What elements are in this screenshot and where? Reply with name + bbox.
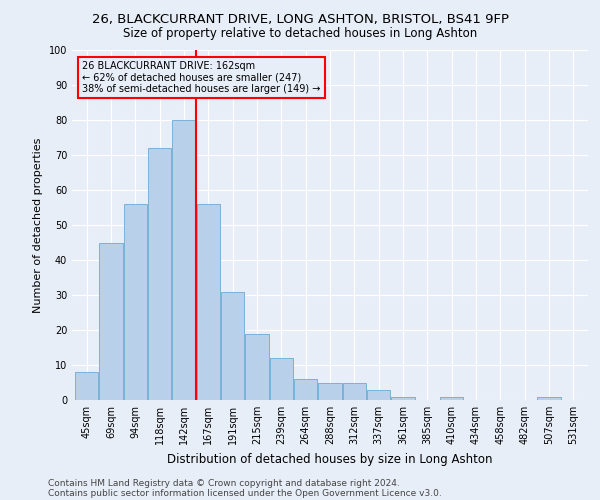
Text: 26 BLACKCURRANT DRIVE: 162sqm
← 62% of detached houses are smaller (247)
38% of : 26 BLACKCURRANT DRIVE: 162sqm ← 62% of d… xyxy=(82,60,320,94)
Y-axis label: Number of detached properties: Number of detached properties xyxy=(33,138,43,312)
Bar xyxy=(367,390,390,400)
Bar xyxy=(100,242,122,400)
Text: Contains HM Land Registry data © Crown copyright and database right 2024.: Contains HM Land Registry data © Crown c… xyxy=(48,478,400,488)
Bar xyxy=(124,204,147,400)
Bar xyxy=(221,292,244,400)
Text: Size of property relative to detached houses in Long Ashton: Size of property relative to detached ho… xyxy=(123,28,477,40)
Bar xyxy=(75,372,98,400)
Bar xyxy=(343,382,366,400)
X-axis label: Distribution of detached houses by size in Long Ashton: Distribution of detached houses by size … xyxy=(167,452,493,466)
Text: 26, BLACKCURRANT DRIVE, LONG ASHTON, BRISTOL, BS41 9FP: 26, BLACKCURRANT DRIVE, LONG ASHTON, BRI… xyxy=(91,12,509,26)
Bar xyxy=(245,334,269,400)
Bar xyxy=(319,382,341,400)
Bar xyxy=(270,358,293,400)
Bar xyxy=(294,379,317,400)
Bar xyxy=(197,204,220,400)
Bar xyxy=(172,120,196,400)
Bar xyxy=(440,396,463,400)
Bar xyxy=(538,396,560,400)
Bar xyxy=(148,148,171,400)
Bar xyxy=(391,396,415,400)
Text: Contains public sector information licensed under the Open Government Licence v3: Contains public sector information licen… xyxy=(48,488,442,498)
